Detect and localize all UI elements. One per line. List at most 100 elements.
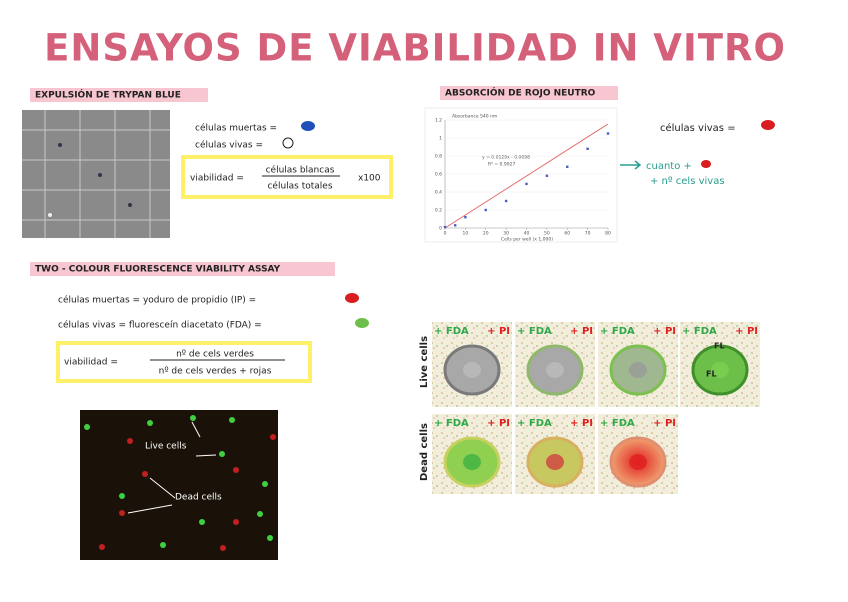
y-tick-label: 0.4	[435, 190, 442, 196]
pi-label: + PI	[653, 418, 676, 429]
nucleus	[546, 362, 564, 378]
pi-label: + PI	[653, 326, 676, 337]
panel: + FDA + PI	[598, 322, 678, 407]
highlight	[440, 86, 618, 100]
point	[606, 132, 610, 135]
r-squared: R² = 0.9927	[488, 162, 515, 168]
x-tick-label: 80	[605, 231, 611, 237]
pi-label: + PI	[570, 418, 593, 429]
nucleus	[629, 454, 647, 470]
chart-title: Absorbance 540 nm	[452, 114, 497, 120]
numerator: nº de cels verdes	[176, 350, 254, 360]
point	[443, 225, 447, 229]
section-heading: ABSORCIÓN DE ROJO NEUTRO	[445, 87, 596, 99]
fda-label: + FDA	[517, 418, 552, 429]
y-tick-label: 1	[439, 136, 442, 142]
point	[586, 147, 589, 150]
x-tick-label: 50	[544, 231, 550, 237]
factor: x100	[358, 174, 381, 184]
y-tick-label: 0.2	[435, 208, 442, 214]
fda-label: + FDA	[682, 326, 717, 337]
denominator: nº de cels verdes + rojas	[159, 367, 272, 377]
nucleus	[463, 362, 481, 378]
numerator: células blancas	[266, 165, 335, 176]
panel: + FDA + PI	[432, 414, 512, 494]
fl-label: FL	[706, 370, 717, 379]
row-label: Live cells	[419, 336, 430, 388]
x-tick-label: 30	[503, 231, 509, 237]
formula-lhs: viabilidad =	[64, 358, 118, 368]
formula-box	[181, 155, 393, 199]
fl-label: FL	[714, 342, 725, 351]
x-tick-label: 0	[444, 231, 447, 237]
point	[545, 174, 549, 177]
point	[453, 224, 457, 227]
micrograph: Live cells Dead cells	[80, 410, 278, 560]
panel: + FDA + PI	[515, 322, 595, 407]
blue-blob	[301, 121, 315, 131]
label: células vivas =	[660, 122, 736, 134]
label: células muertas = yoduro de propidio (IP…	[58, 295, 256, 306]
highlight	[30, 262, 335, 276]
label: células vivas = fluoresceín diacetato (F…	[58, 320, 262, 331]
point	[484, 208, 487, 212]
point	[464, 216, 467, 219]
page-title: ENSAYOS DE VIABILIDAD IN VITRO	[44, 27, 786, 70]
nucleus	[629, 362, 647, 378]
x-tick-label: 20	[483, 231, 489, 237]
formula-lhs: viabilidad =	[190, 174, 244, 184]
panel: + FDA + PI FL FL	[680, 322, 760, 407]
label: células muertas =	[195, 123, 277, 134]
denominator: células totales	[267, 181, 332, 192]
nucleus	[711, 362, 729, 378]
y-tick-label: 1.2	[435, 118, 442, 124]
empty-circle	[282, 137, 294, 149]
pi-label: + PI	[487, 418, 510, 429]
image-label: Dead cells	[175, 493, 222, 503]
pi-label: + PI	[570, 326, 593, 337]
point	[525, 182, 528, 186]
fda-label: + FDA	[600, 326, 635, 337]
panel: + FDA + PI	[515, 414, 595, 494]
point	[504, 199, 508, 203]
note: cuanto +	[646, 161, 692, 172]
trendline	[444, 123, 609, 229]
formula-box	[56, 341, 312, 383]
x-tick-label: 40	[524, 231, 530, 237]
fda-label: + FDA	[600, 418, 635, 429]
highlight	[30, 88, 208, 102]
x-tick-label: 60	[564, 231, 570, 237]
section-heading: TWO - COLOUR FLUORESCENCE VIABILITY ASSA…	[35, 265, 281, 275]
point	[566, 165, 569, 168]
fluorescence-diagram: Live cells Dead cells + FDA + PI + FDA + PI…	[419, 322, 760, 494]
pi-label: + PI	[735, 326, 758, 337]
panel: + FDA + PI	[598, 414, 678, 494]
section-heading: EXPULSIÓN DE TRYPAN BLUE	[35, 89, 181, 101]
equation: y = 0.0129x - 0.0098	[482, 155, 530, 161]
arrow	[620, 160, 642, 170]
label: células vivas =	[195, 140, 263, 151]
red-blob	[345, 293, 359, 303]
chart: Absorbance 540 nm y = 0.0129x - 0.0098 R…	[424, 107, 618, 243]
fda-label: + FDA	[434, 418, 469, 429]
row-label: Dead cells	[419, 423, 430, 481]
nucleus	[463, 454, 481, 470]
x-tick-label: 70	[585, 231, 591, 237]
note: + nº cels vivas	[650, 176, 725, 187]
y-tick-label: 0	[439, 226, 442, 232]
fda-label: + FDA	[517, 326, 552, 337]
pi-label: + PI	[487, 326, 510, 337]
x-tick-label: 10	[463, 231, 469, 237]
y-tick-label: 0.6	[435, 172, 442, 178]
red-blob	[761, 120, 775, 130]
hemocytometer-image	[22, 110, 170, 238]
y-tick-label: 0.8	[435, 154, 442, 160]
panel: + FDA + PI	[432, 322, 512, 407]
fda-label: + FDA	[434, 326, 469, 337]
x-axis-label: Cells per well (x 1,000)	[501, 237, 553, 243]
red-blob	[701, 160, 711, 168]
image-label: Live cells	[145, 442, 187, 452]
nucleus	[546, 454, 564, 470]
green-blob	[355, 318, 369, 328]
